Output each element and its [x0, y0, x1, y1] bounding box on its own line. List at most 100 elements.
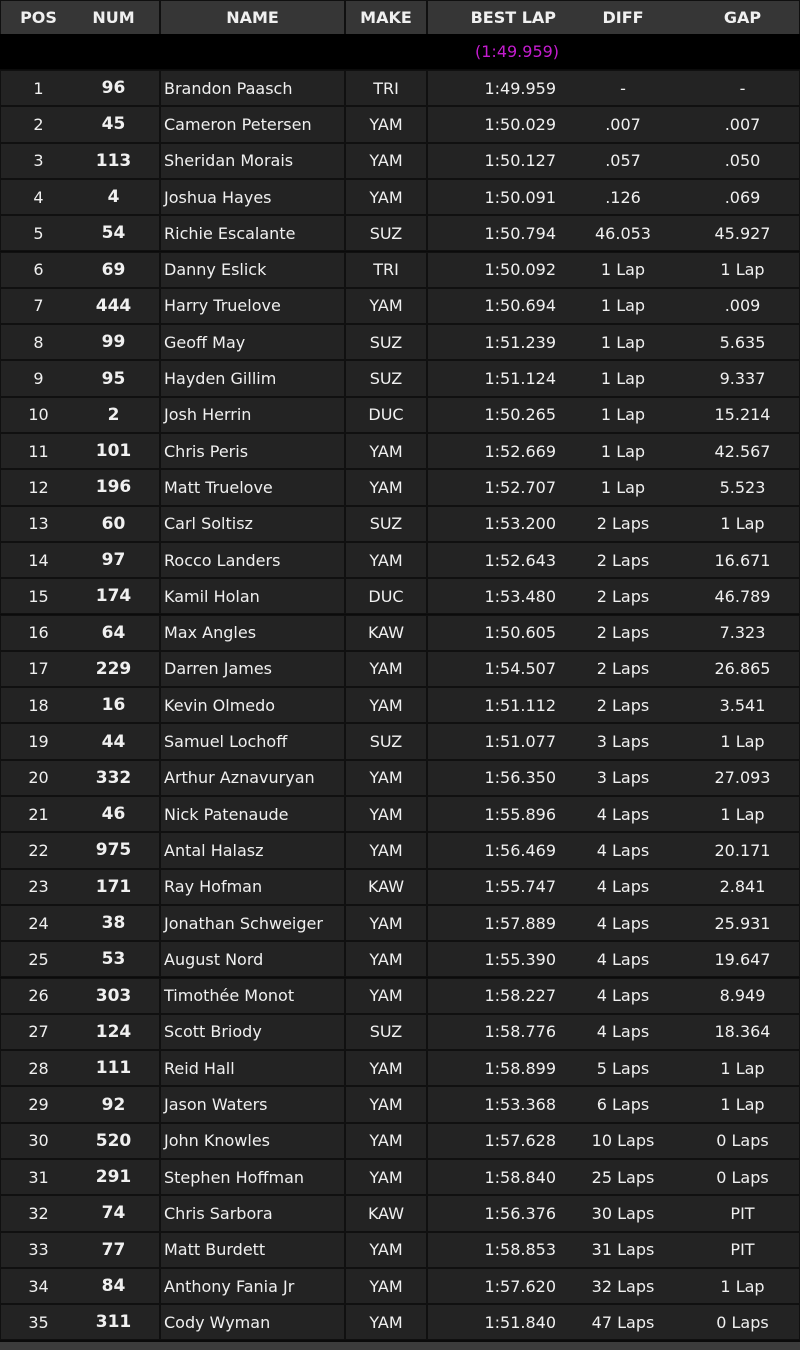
cell-pos: 7: [33, 296, 44, 316]
cell-gap: 42.567: [714, 441, 771, 461]
table-header: POS NUM NAME MAKE BEST LAP DIFF GAP: [0, 0, 800, 35]
table-row[interactable]: 24 38 Jonathan Schweiger YAM 1:57.889 4 Laps 2…: [0, 904, 800, 942]
cell-pos: 5: [33, 223, 44, 243]
cell-num: 54: [101, 223, 126, 244]
cell-pos: 1: [33, 78, 44, 98]
table-row[interactable]: 21 46 Nick Patenaude YAM 1:55.896 4 Laps 1 Lap: [0, 796, 800, 833]
table-row[interactable]: 28 111 Reid Hall YAM 1:58.899 5 Laps 1 Lap: [0, 1050, 800, 1087]
cell-num: 95: [101, 368, 126, 389]
cell-num: 171: [95, 876, 132, 897]
table-row[interactable]: 20 332 Arthur Aznavuryan YAM 1:56.350 3 Laps 2…: [0, 759, 800, 796]
cell-make: SUZ: [369, 1022, 403, 1042]
table-row[interactable]: 1 96 Brandon Paasch TRI 1:49.959 - -: [0, 70, 800, 107]
col-gap[interactable]: GAP: [723, 8, 762, 27]
table-row[interactable]: 14 97 Rocco Landers YAM 1:52.643 2 Laps 16.671: [0, 541, 800, 579]
table-row[interactable]: 29 92 Jason Waters YAM 1:53.368 6 Laps 1 Lap: [0, 1086, 800, 1123]
cell-make: SUZ: [369, 223, 403, 243]
cell-num: 975: [95, 840, 132, 861]
table-row[interactable]: 23 171 Ray Hofman KAW 1:55.747 4 Laps 2.841: [0, 868, 800, 905]
cell-diff: 1 Lap: [600, 477, 646, 497]
cell-gap: 20.171: [714, 840, 771, 860]
table-row[interactable]: 32 74 Chris Sarbora KAW 1:56.376 30 Laps PIT: [0, 1195, 800, 1232]
cell-name: Carl Soltisz: [164, 514, 253, 534]
cell-num: 520: [95, 1130, 132, 1151]
table-row[interactable]: 7 444 Harry Truelove YAM 1:50.694 1 Lap .009: [0, 287, 800, 325]
cell-name: Hayden Gillim: [164, 369, 277, 389]
table-row[interactable]: 33 77 Matt Burdett YAM 1:58.853 31 Laps PIT: [0, 1231, 800, 1268]
table-row[interactable]: 11 101 Chris Peris YAM 1:52.669 1 Lap 42.567: [0, 433, 800, 470]
cell-diff: 32 Laps: [591, 1276, 655, 1296]
cell-best-lap: 1:51.239: [484, 332, 556, 352]
table-row[interactable]: 5 54 Richie Escalante SUZ 1:50.794 46.053 45.9…: [0, 215, 800, 252]
cell-gap: 0 Laps: [716, 1167, 769, 1187]
col-pos[interactable]: POS: [20, 8, 57, 27]
cell-best-lap: 1:50.265: [484, 405, 556, 425]
table-row[interactable]: 25 53 August Nord YAM 1:55.390 4 Laps 19.647: [0, 941, 800, 978]
cell-diff: 1 Lap: [600, 405, 646, 425]
cell-gap: 19.647: [714, 949, 771, 969]
table-row[interactable]: 17 229 Darren James YAM 1:54.507 2 Laps 26.865: [0, 650, 800, 688]
table-row[interactable]: 35 311 Cody Wyman YAM 1:51.840 47 Laps 0 Laps: [0, 1304, 800, 1341]
cell-diff: 4 Laps: [596, 840, 650, 860]
table-row[interactable]: 34 84 Anthony Fania Jr YAM 1:57.620 32 Laps 1 …: [0, 1267, 800, 1305]
cell-num: 4: [107, 187, 120, 208]
cell-diff: 4 Laps: [596, 877, 650, 897]
table-row[interactable]: 27 124 Scott Briody SUZ 1:58.776 4 Laps 18.364: [0, 1013, 800, 1051]
cell-best-lap: 1:49.959: [484, 78, 556, 98]
cell-make: YAM: [369, 114, 403, 134]
table-row[interactable]: 4 4 Joshua Hayes YAM 1:50.091 .126 .069: [0, 178, 800, 216]
col-make[interactable]: MAKE: [360, 8, 412, 27]
cell-diff: 4 Laps: [596, 913, 650, 933]
table-row[interactable]: 18 16 Kevin Olmedo YAM 1:51.112 2 Laps 3.541: [0, 687, 800, 724]
cell-make: TRI: [373, 78, 399, 98]
cell-name: Timothée Monot: [164, 986, 295, 1006]
cell-best-lap: 1:50.029: [484, 114, 556, 134]
cell-pos: 3: [33, 151, 44, 171]
cell-name: Anthony Fania Jr: [164, 1276, 295, 1296]
table-row[interactable]: 19 44 Samuel Lochoff SUZ 1:51.077 3 Laps 1 Lap: [0, 723, 800, 760]
cell-name: Ray Hofman: [164, 877, 263, 897]
col-num[interactable]: NUM: [92, 8, 135, 27]
cell-num: 111: [95, 1058, 132, 1079]
table-row[interactable]: 16 64 Max Angles KAW 1:50.605 2 Laps 7.323: [0, 614, 800, 651]
cell-best-lap: 1:51.077: [484, 732, 556, 752]
table-row[interactable]: 26 303 Timothée Monot YAM 1:58.227 4 Laps 8.94…: [0, 977, 800, 1014]
cell-best-lap: 1:52.643: [484, 550, 556, 570]
table-row[interactable]: 6 69 Danny Eslick TRI 1:50.092 1 Lap 1 Lap: [0, 251, 800, 288]
cell-best-lap: 1:51.840: [484, 1312, 556, 1332]
cell-diff: 1 Lap: [600, 260, 646, 280]
table-row[interactable]: 9 95 Hayden Gillim SUZ 1:51.124 1 Lap 9.337: [0, 360, 800, 397]
table-row[interactable]: 3 113 Sheridan Morais YAM 1:50.127 .057 .050: [0, 142, 800, 179]
cell-name: Kamil Holan: [164, 586, 260, 606]
cell-make: YAM: [369, 187, 403, 207]
table-row[interactable]: 30 520 John Knowles YAM 1:57.628 10 Laps 0 Lap…: [0, 1122, 800, 1159]
cell-pos: 18: [28, 695, 49, 715]
cell-name: Nick Patenaude: [164, 804, 289, 824]
col-diff[interactable]: DIFF: [602, 8, 644, 27]
cell-diff: 4 Laps: [596, 1022, 650, 1042]
table-row[interactable]: 10 2 Josh Herrin DUC 1:50.265 1 Lap 15.214: [0, 396, 800, 433]
cell-gap: 1 Lap: [720, 1095, 765, 1115]
table-row[interactable]: 15 174 Kamil Holan DUC 1:53.480 2 Laps 46.789: [0, 578, 800, 615]
cell-diff: 2 Laps: [596, 514, 650, 534]
cell-pos: 9: [33, 369, 44, 389]
table-row[interactable]: 12 196 Matt Truelove YAM 1:52.707 1 Lap 5.523: [0, 469, 800, 506]
cell-gap: 16.671: [714, 550, 771, 570]
col-name[interactable]: NAME: [226, 8, 279, 27]
cell-best-lap: 1:52.669: [484, 441, 556, 461]
cell-best-lap: 1:53.200: [484, 514, 556, 534]
table-row[interactable]: 22 975 Antal Halasz YAM 1:56.469 4 Laps 20.171: [0, 832, 800, 869]
cell-gap: 8.949: [719, 986, 766, 1006]
table-row[interactable]: 2 45 Cameron Petersen YAM 1:50.029 .007 .007: [0, 106, 800, 143]
table-row[interactable]: 31 291 Stephen Hoffman YAM 1:58.840 25 Laps 0 …: [0, 1159, 800, 1196]
cell-num: 174: [95, 586, 132, 607]
table-row[interactable]: 8 99 Geoff May SUZ 1:51.239 1 Lap 5.635: [0, 324, 800, 361]
col-best-lap[interactable]: BEST LAP: [470, 8, 556, 27]
table-row[interactable]: 13 60 Carl Soltisz SUZ 1:53.200 2 Laps 1 Lap: [0, 505, 800, 542]
cell-gap: 3.541: [719, 695, 766, 715]
cell-make: YAM: [369, 1240, 403, 1260]
cell-diff: -: [620, 78, 626, 98]
cell-make: YAM: [369, 1312, 403, 1332]
cell-best-lap: 1:50.605: [484, 623, 556, 643]
cell-num: 46: [101, 804, 126, 825]
